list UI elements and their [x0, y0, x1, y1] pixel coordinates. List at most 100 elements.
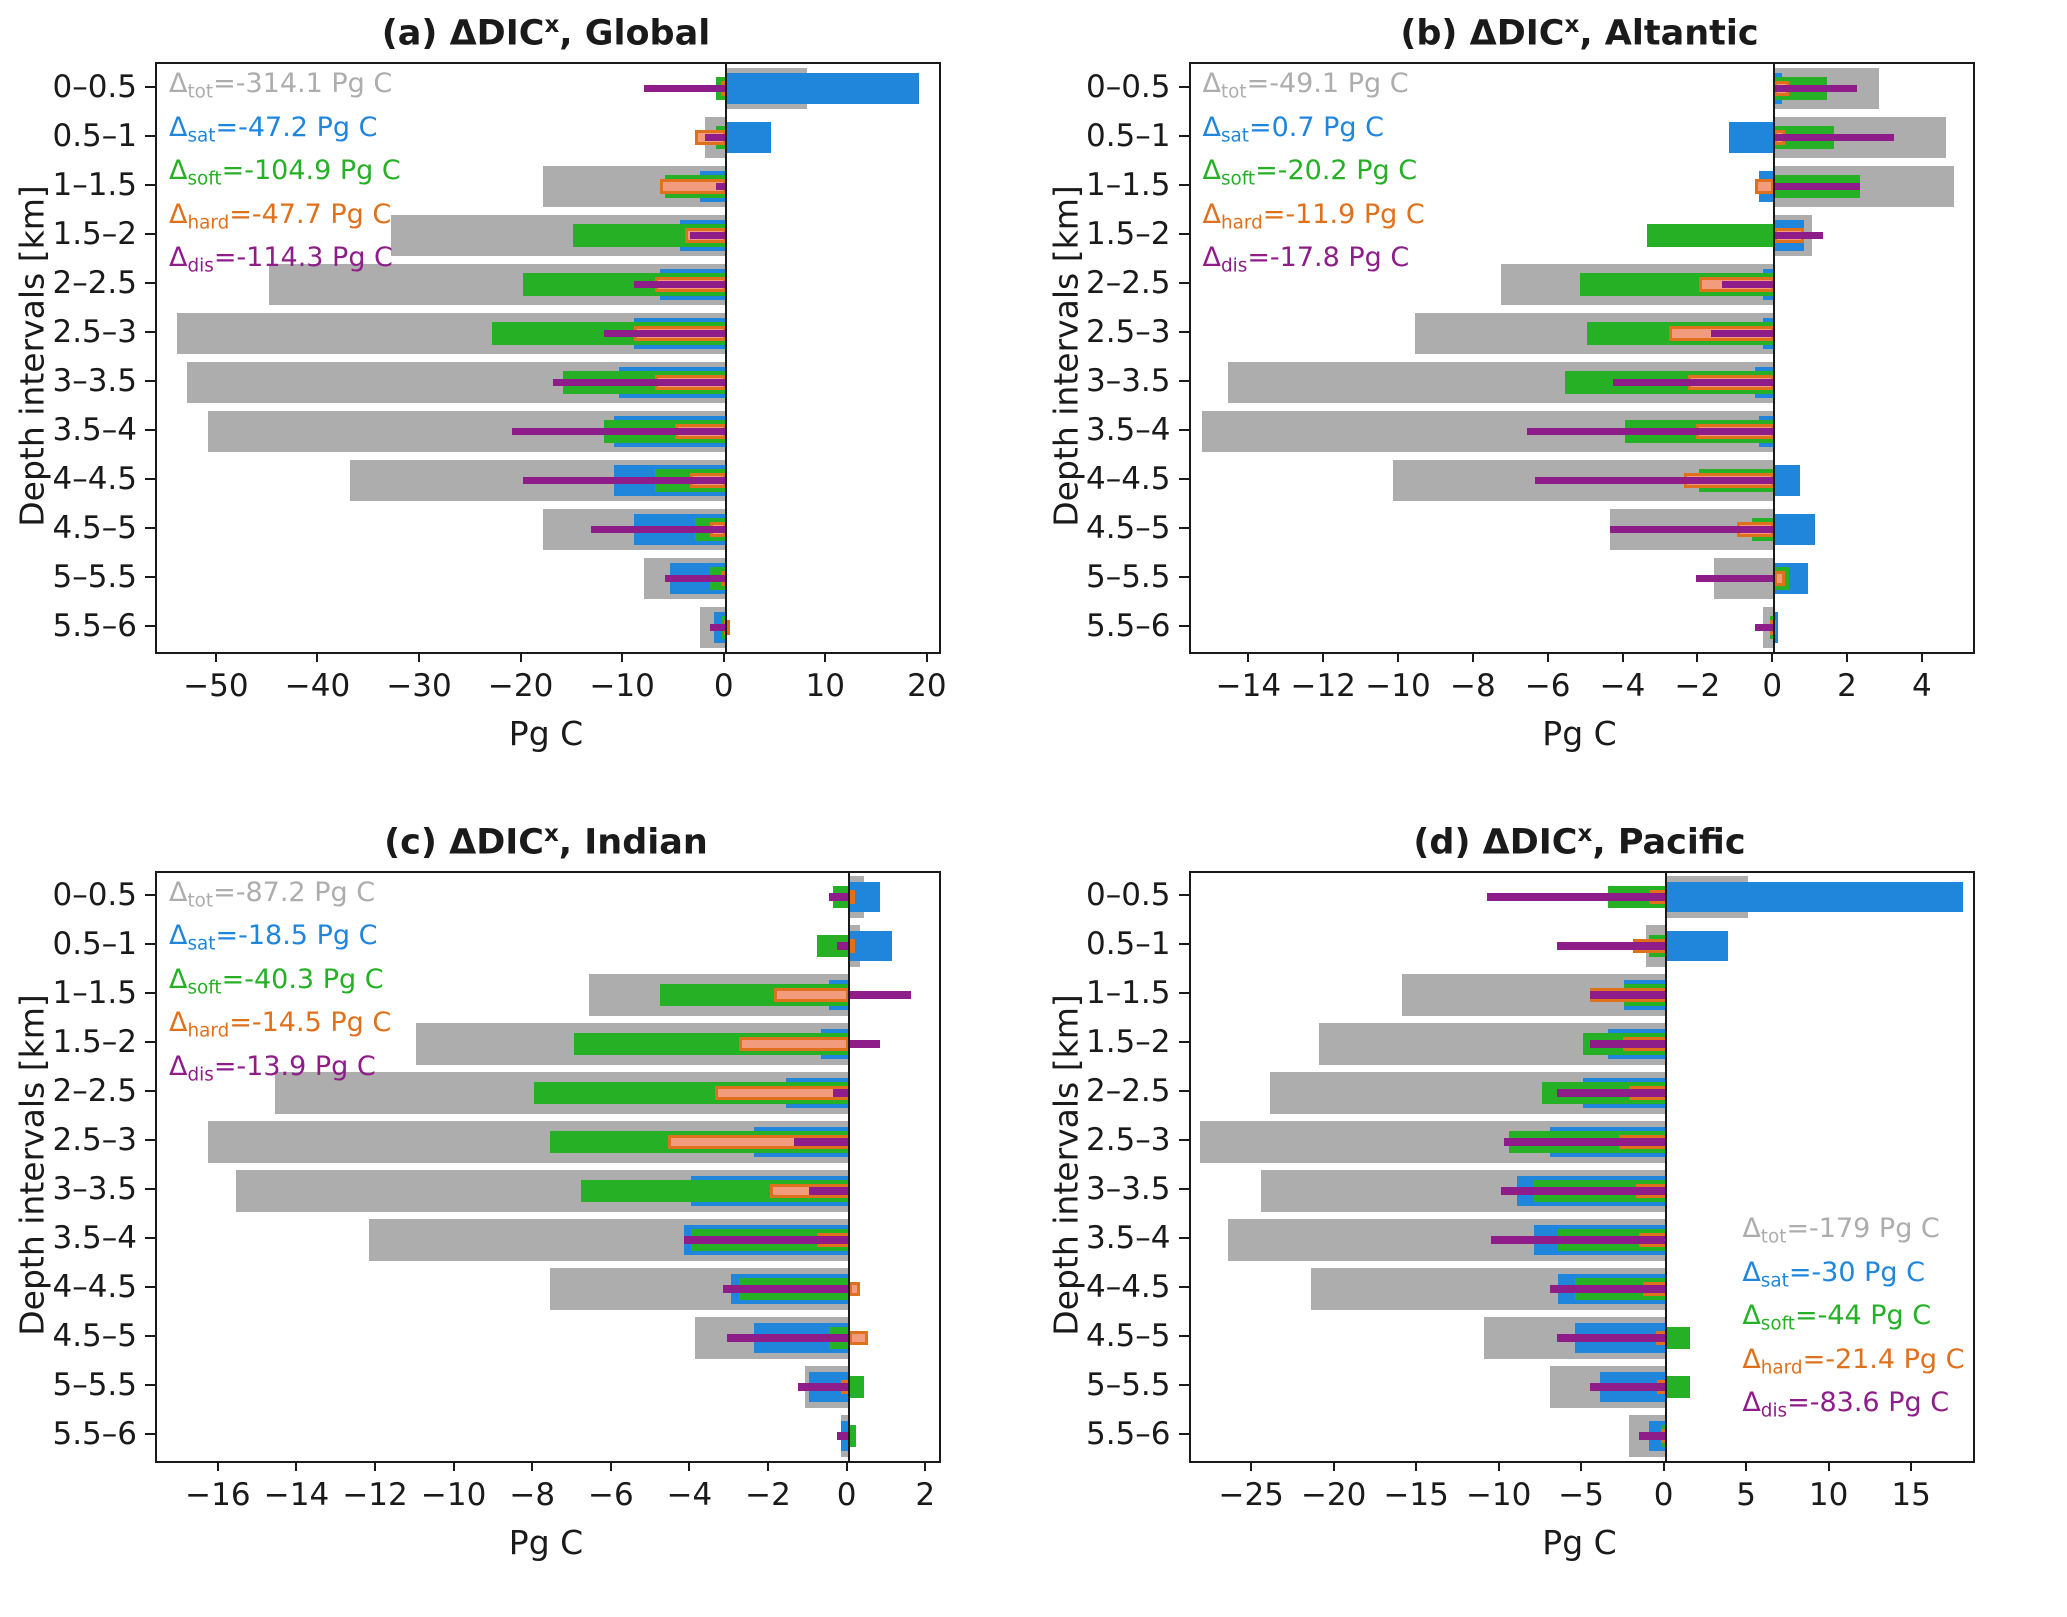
bar-dis — [1774, 231, 1823, 240]
legend-subscript-dis: dis — [187, 255, 214, 277]
bar-dis — [1774, 133, 1894, 142]
plot-area-b: Δtot=-49.1 Pg C Δsat=0.7 Pg C Δsoft=-20.2 … — [1188, 62, 1975, 654]
y-tick-label: 0–0.5 — [52, 877, 137, 913]
y-tick-mark — [145, 1286, 155, 1288]
x-tick-mark — [1846, 652, 1849, 662]
y-tick-label: 5.5–6 — [1085, 607, 1171, 644]
x-tick-mark — [845, 1460, 848, 1471]
y-tick-mark — [1178, 992, 1189, 994]
title-superscript: x — [1564, 12, 1580, 38]
legend-entry-hard: Δhard=-14.5 Pg C — [169, 1007, 392, 1042]
y-tick-mark — [1178, 894, 1189, 896]
legend-entry-dis: Δdis=-17.8 Pg C — [1202, 242, 1410, 277]
y-tick-label: 5–5.5 — [1085, 1367, 1171, 1403]
y-tick-mark — [1178, 943, 1189, 945]
y-tick-mark — [1178, 281, 1189, 284]
x-tick-mark — [1247, 652, 1250, 662]
x-tick-label: −15 — [1383, 1476, 1449, 1513]
y-tick-mark — [145, 330, 155, 333]
legend-subscript-soft: soft — [1220, 168, 1256, 190]
y-tick-label: 5.5–6 — [1085, 1416, 1171, 1452]
legend-entry-tot: Δtot=-314.1 Pg C — [169, 68, 393, 103]
y-tick-label: 1.5–2 — [1085, 215, 1171, 252]
y-tick-label: 4–4.5 — [1085, 1269, 1171, 1305]
x-tick-label: 0 — [713, 668, 734, 704]
bar-hard — [848, 1330, 869, 1346]
bar-dis — [1755, 623, 1775, 632]
bar-hard — [848, 938, 855, 954]
bar-dis — [664, 574, 726, 583]
bar-hard — [773, 987, 849, 1003]
legend-entry-sat: Δsat=-47.2 Pg C — [169, 111, 378, 147]
x-tick-mark — [1471, 652, 1474, 662]
bar-dis — [1695, 574, 1775, 583]
x-tick-mark — [519, 652, 522, 662]
bar-dis — [1503, 1138, 1666, 1146]
legend-subscript-sat: sat — [1760, 1270, 1789, 1291]
bar-dis — [797, 1383, 849, 1391]
bar-dis — [1639, 1432, 1666, 1440]
bar-dis — [603, 329, 726, 338]
legend-entry-hard: Δhard=-21.4 Pg C — [1742, 1343, 1965, 1379]
legend-entry-soft: Δsoft=-104.9 Pg C — [169, 155, 401, 190]
x-tick-label: −10 — [589, 668, 655, 704]
bar-hard — [1755, 179, 1775, 194]
x-tick-label: 20 — [907, 668, 947, 704]
x-tick-label: −5 — [1558, 1476, 1604, 1513]
legend-subscript-soft: soft — [187, 977, 222, 998]
bar-dis — [1589, 1383, 1666, 1391]
y-tick-mark — [1178, 1433, 1189, 1435]
y-tick-mark — [145, 1335, 155, 1337]
x-tick-mark — [925, 652, 928, 662]
y-tick-mark — [1178, 1188, 1189, 1190]
bar-dis — [1550, 1285, 1666, 1293]
x-tick-mark — [1332, 1460, 1335, 1471]
x-tick-mark — [1415, 1460, 1418, 1471]
legend-subscript-hard: hard — [1220, 212, 1263, 233]
y-tick-label: 3–3.5 — [1085, 1171, 1171, 1207]
bar-soft — [848, 1424, 857, 1448]
legend-subscript-dis: dis — [1760, 1400, 1788, 1422]
bar-dis — [1774, 182, 1861, 191]
y-tick-label: 1.5–2 — [1085, 1024, 1171, 1060]
y-tick-mark — [145, 281, 155, 284]
legend-d: Δtot=-179 Pg C Δsat=-30 Pg C Δsoft=-44 Pg … — [1742, 1211, 1964, 1429]
legend-entry-tot: Δtot=-87.2 Pg C — [169, 876, 376, 912]
y-tick-mark — [145, 1090, 155, 1092]
legend-entry-dis: Δdis=-83.6 Pg C — [1742, 1387, 1950, 1422]
y-tick-mark — [145, 943, 155, 945]
y-tick-mark — [145, 379, 155, 382]
y-tick-label: 3.5–4 — [52, 1220, 137, 1256]
legend-entry-sat: Δsat=-30 Pg C — [1742, 1256, 1925, 1292]
x-tick-label: −14 — [263, 1476, 330, 1513]
y-tick-label: 1.5–2 — [52, 215, 137, 252]
y-tick-label: 2–2.5 — [1085, 264, 1171, 301]
legend-subscript-tot: tot — [187, 81, 214, 103]
y-tick-label: 4–4.5 — [52, 1269, 137, 1305]
y-tick-mark — [145, 1433, 155, 1435]
y-tick-label: 2.5–3 — [52, 1122, 137, 1158]
bar-dis — [522, 476, 726, 485]
x-tick-label: 10 — [805, 668, 846, 704]
y-tick-mark — [1178, 526, 1189, 529]
bar-dis — [1500, 1187, 1666, 1195]
bar-hard — [848, 889, 855, 905]
x-tick-mark — [1910, 1460, 1913, 1471]
y-tick-mark — [1178, 1384, 1189, 1386]
y-tick-mark — [145, 477, 155, 480]
legend-subscript-dis: dis — [1220, 255, 1248, 277]
x-tick-label: −8 — [1450, 668, 1496, 704]
x-tick-label: 0 — [1653, 1476, 1674, 1513]
legend-subscript-dis: dis — [187, 1064, 214, 1085]
y-tick-mark — [1178, 624, 1189, 627]
zero-line — [1773, 64, 1776, 652]
y-tick-mark — [145, 624, 155, 627]
bar-hard — [738, 1036, 849, 1052]
legend-entry-hard: Δhard=-11.9 Pg C — [1202, 198, 1425, 234]
y-tick-mark — [145, 1139, 155, 1141]
x-tick-label: 2 — [1837, 668, 1857, 704]
y-tick-mark — [145, 526, 155, 529]
y-tick-label: 4.5–5 — [52, 509, 137, 546]
bar-hard — [715, 1085, 849, 1101]
